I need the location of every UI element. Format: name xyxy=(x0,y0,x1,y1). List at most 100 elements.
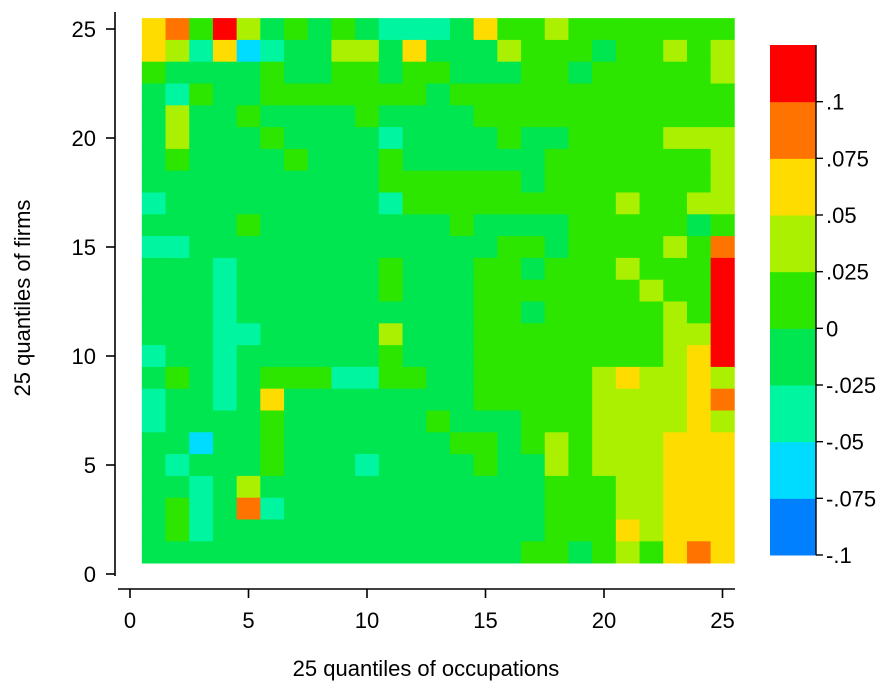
heatmap-cell xyxy=(497,192,522,215)
heatmap-cell xyxy=(189,170,214,193)
heatmap-cell xyxy=(568,105,593,128)
heatmap-cell xyxy=(449,432,475,455)
colorbar-bin xyxy=(770,328,816,386)
heatmap-cell xyxy=(497,301,522,324)
heatmap-cell xyxy=(284,366,309,390)
heatmap-cell xyxy=(355,105,380,128)
heatmap-cell xyxy=(426,83,451,106)
heatmap-cell xyxy=(686,236,712,259)
heatmap-cell xyxy=(521,105,546,128)
heatmap-cell xyxy=(521,454,546,477)
heatmap-cell xyxy=(189,541,214,564)
heatmap-cell xyxy=(686,301,712,324)
heatmap-cell xyxy=(568,236,593,259)
heatmap-cell xyxy=(189,301,214,324)
heatmap-cell xyxy=(592,105,617,128)
heatmap-cell xyxy=(355,148,380,172)
heatmap-cell xyxy=(165,432,190,455)
heatmap-cell xyxy=(402,497,427,520)
colorbar-bin xyxy=(770,158,816,216)
heatmap-cell xyxy=(544,497,569,520)
heatmap-cell xyxy=(521,388,546,411)
heatmap-cell xyxy=(521,366,546,390)
heatmap-cell xyxy=(710,345,735,368)
heatmap-cell xyxy=(378,18,403,41)
heatmap-cell xyxy=(284,541,309,564)
heatmap-cell xyxy=(449,366,475,390)
heatmap-cell xyxy=(663,170,688,193)
colorbar-tick-label: -.1 xyxy=(826,543,852,568)
heatmap-cell xyxy=(402,214,427,237)
heatmap-cell xyxy=(307,323,332,346)
heatmap-cell xyxy=(189,105,214,128)
heatmap-cell xyxy=(592,301,617,324)
heatmap-cell xyxy=(141,323,166,346)
heatmap-cell xyxy=(260,257,285,281)
heatmap-cell xyxy=(378,519,403,542)
heatmap-cell xyxy=(473,497,498,520)
heatmap-cell xyxy=(165,366,190,390)
heatmap-cell xyxy=(165,388,190,411)
heatmap-cell xyxy=(426,148,451,172)
heatmap-cell xyxy=(521,170,546,193)
heatmap-cell xyxy=(307,497,332,520)
heatmap-cell xyxy=(449,18,475,41)
heatmap-cell xyxy=(331,345,356,368)
heatmap-cell xyxy=(592,257,617,281)
heatmap-cell xyxy=(402,39,427,63)
heatmap-cell xyxy=(449,214,475,237)
heatmap-cell xyxy=(165,519,190,542)
heatmap-cell xyxy=(236,192,261,215)
heatmap-cell xyxy=(307,388,332,411)
heatmap-cell xyxy=(284,39,309,63)
x-ticks: 0 5 10 15 20 25 xyxy=(124,589,735,633)
heatmap-cell xyxy=(710,301,735,324)
heatmap-cell xyxy=(663,105,688,128)
heatmap-cell xyxy=(521,475,546,499)
heatmap-cell xyxy=(141,366,166,390)
heatmap-cell xyxy=(544,236,569,259)
heatmap-cell xyxy=(710,127,735,150)
heatmap-cell xyxy=(402,105,427,128)
heatmap-cell xyxy=(355,83,380,106)
heatmap-cell xyxy=(615,192,640,215)
heatmap-cell xyxy=(592,432,617,455)
heatmap-cell xyxy=(307,18,332,41)
heatmap-cell xyxy=(615,83,640,106)
heatmap-cell xyxy=(615,410,640,433)
heatmap-cell xyxy=(141,475,166,499)
heatmap-cell xyxy=(260,61,285,84)
heatmap-cell xyxy=(189,366,214,390)
heatmap-cell xyxy=(212,61,238,84)
heatmap-cell xyxy=(710,388,735,411)
heatmap-cell xyxy=(141,345,166,368)
heatmap-cell xyxy=(189,497,214,520)
heatmap-cell xyxy=(544,388,569,411)
heatmap-cell xyxy=(710,410,735,433)
heatmap-cell xyxy=(331,323,356,346)
heatmap-cell xyxy=(497,39,522,63)
heatmap-cell xyxy=(663,519,688,542)
heatmap-cell xyxy=(141,236,166,259)
heatmap-cell xyxy=(402,257,427,281)
heatmap-cell xyxy=(212,519,238,542)
heatmap-cell xyxy=(639,39,664,63)
heatmap-cell xyxy=(426,61,451,84)
heatmap-cell xyxy=(426,432,451,455)
y-tick-label: 20 xyxy=(72,126,96,151)
heatmap-cell xyxy=(331,170,356,193)
heatmap-cell xyxy=(449,475,475,499)
heatmap-cell xyxy=(307,454,332,477)
heatmap-cell xyxy=(165,127,190,150)
heatmap-cell xyxy=(663,192,688,215)
heatmap-cell xyxy=(568,345,593,368)
heatmap-cell xyxy=(236,388,261,411)
y-tick-label: 5 xyxy=(84,453,96,478)
heatmap-cell xyxy=(568,18,593,41)
heatmap-cell xyxy=(615,345,640,368)
heatmap-cell xyxy=(212,83,238,106)
heatmap-cell xyxy=(615,105,640,128)
heatmap-cell xyxy=(639,432,664,455)
x-tick-label: 15 xyxy=(473,608,497,633)
heatmap-cell xyxy=(402,323,427,346)
